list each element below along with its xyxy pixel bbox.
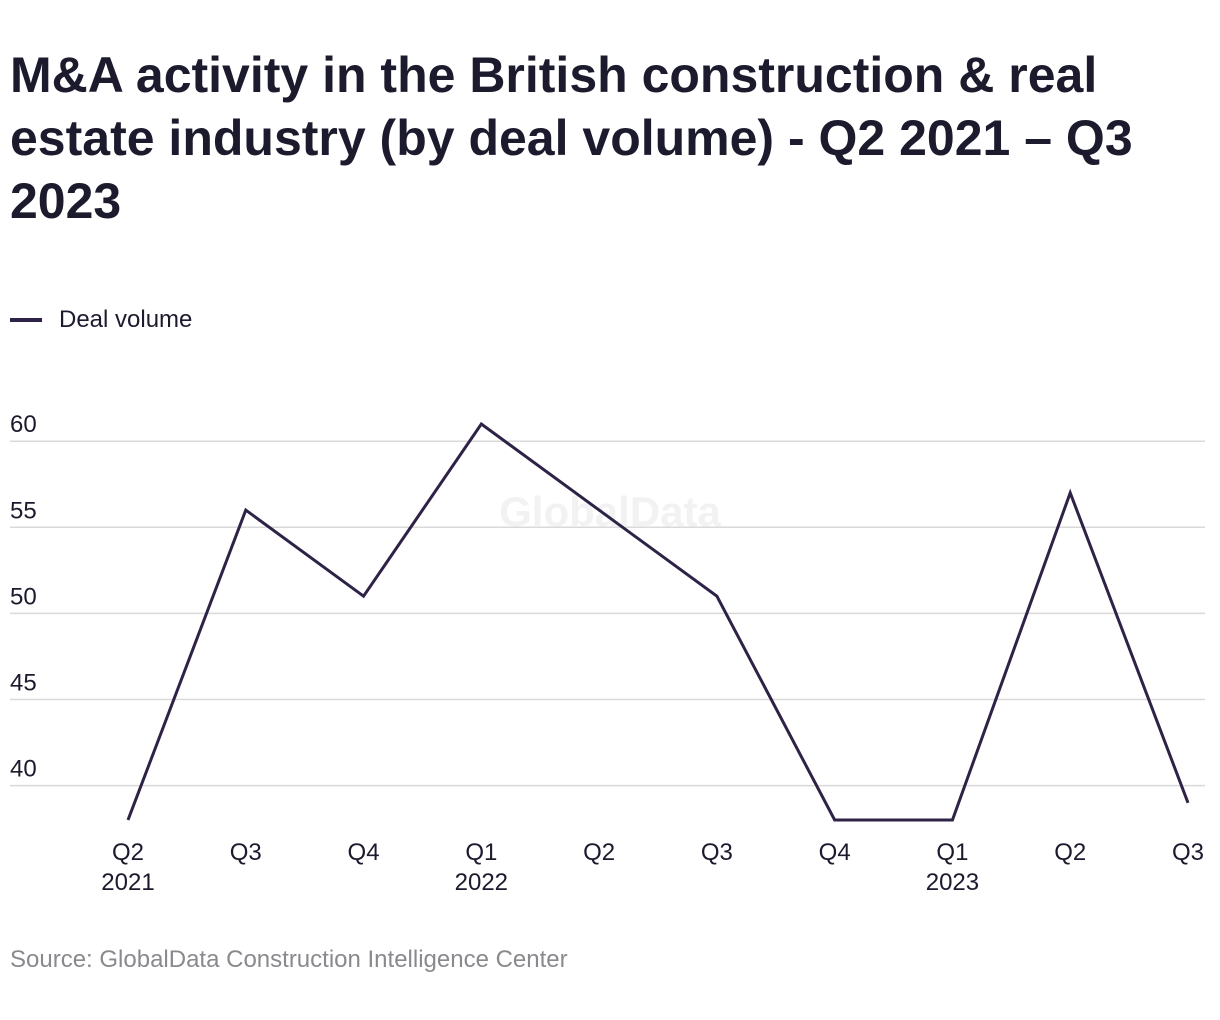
source-note: Source: GlobalData Construction Intellig… [10,946,568,973]
series-line-deal-volume [126,421,1190,822]
x-tick-label: Q4 [348,839,380,866]
legend-label: Deal volume [59,306,193,333]
y-tick-label-45: 45 [10,669,37,696]
y-tick-label-40: 40 [10,756,37,783]
x-tick-label: Q3 [1172,839,1204,866]
x-tick-label: Q2 [1054,839,1086,866]
x-tick-label: Q3 [701,839,733,866]
legend-swatch [10,318,42,322]
x-year-label: 2023 [926,869,979,896]
x-tick-label: Q1 [936,839,968,866]
x-year-label: 2021 [101,869,154,896]
y-tick-label-60: 60 [10,411,37,438]
y-tick-label-55: 55 [10,497,37,524]
x-tick-label: Q2 [583,839,615,866]
legend: Deal volume [10,306,192,334]
y-tick-label-50: 50 [10,583,37,610]
x-tick-label: Q1 [465,839,497,866]
x-tick-label: Q3 [230,839,262,866]
chart-title: M&A activity in the British construction… [10,47,1133,229]
x-year-label: 2022 [455,869,508,896]
x-tick-label: Q4 [819,839,851,866]
x-tick-label: Q2 [112,839,144,866]
